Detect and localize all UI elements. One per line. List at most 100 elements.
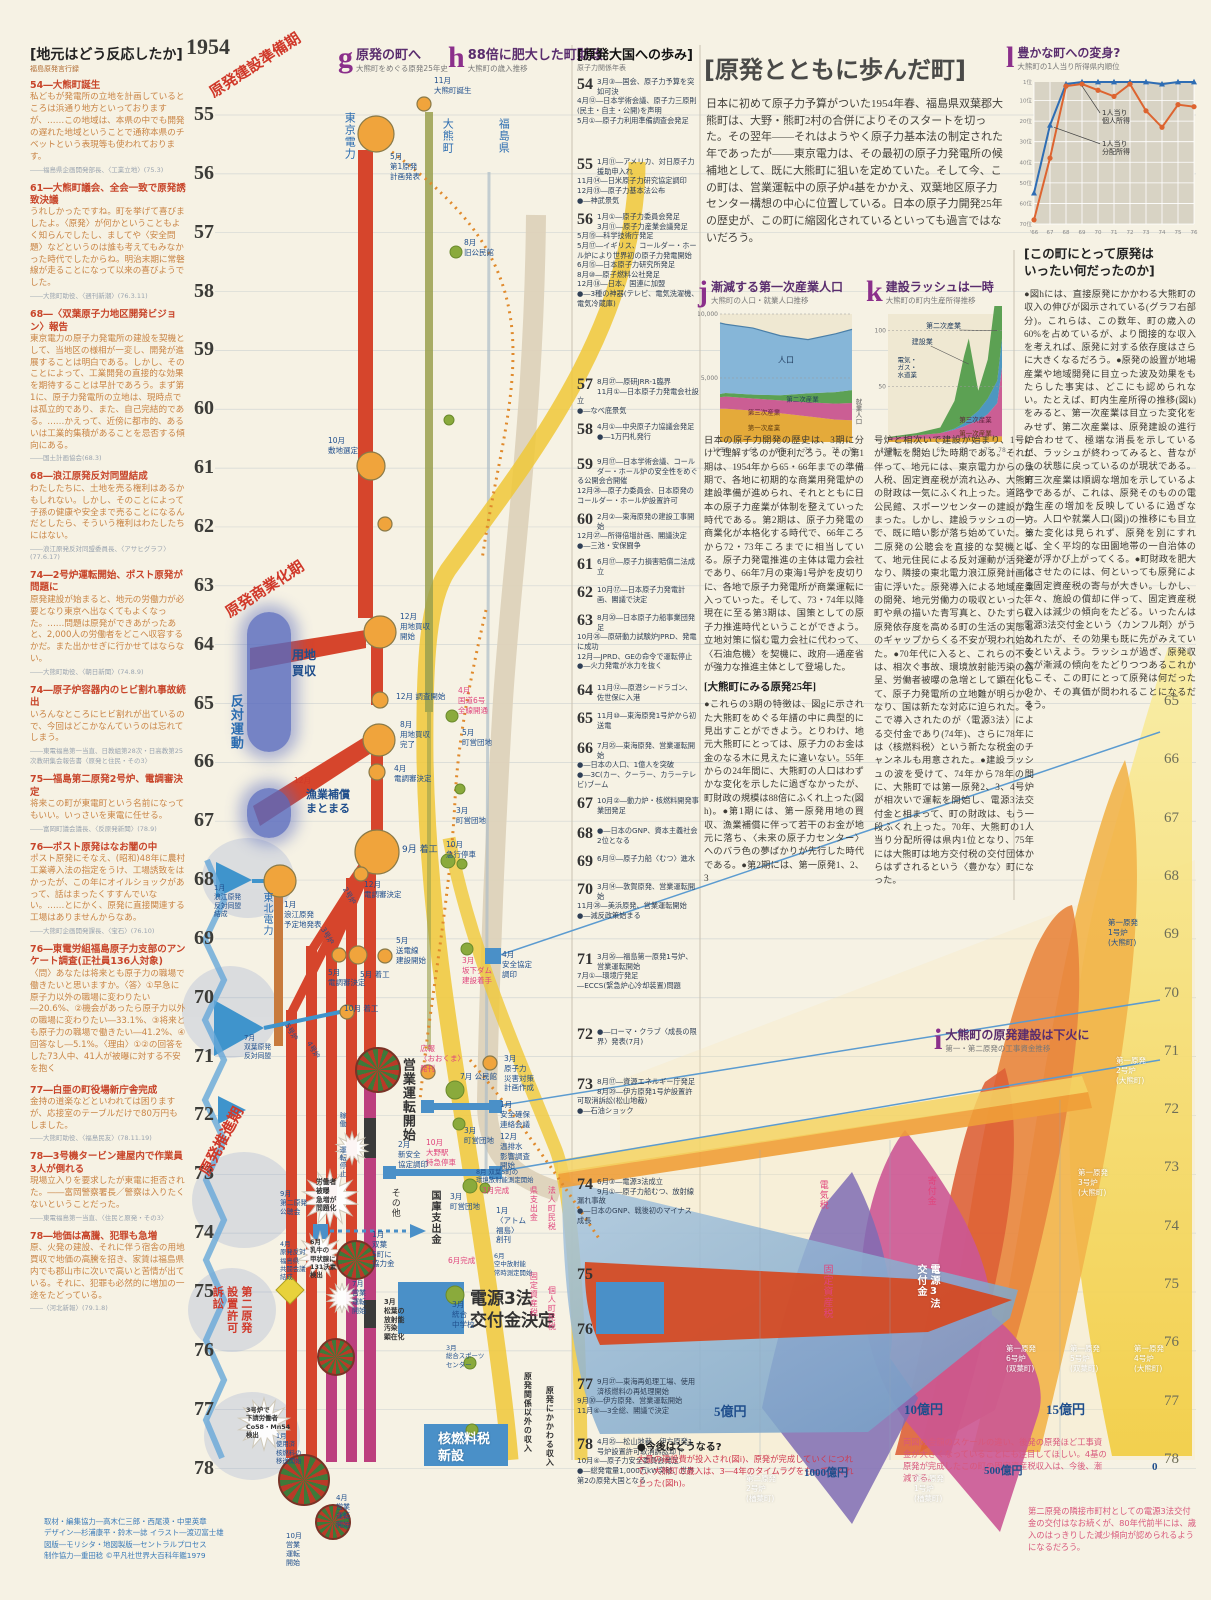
- svg-text:70: 70: [960, 447, 968, 454]
- diagram-annotation: 10月 急行停車: [446, 840, 476, 859]
- diagram-annotation: 福島県: [497, 118, 511, 154]
- diagram-annotation: 11月 大熊町誕生: [434, 76, 472, 95]
- diagram-annotation: 第一原発 6号炉 (双葉町): [1006, 1344, 1036, 1373]
- diagram-annotation: 法人町民税: [547, 1186, 557, 1231]
- quote-source: ――国土計画協会(68.3): [30, 454, 102, 463]
- body-col2-text: 号炉と相次いで建設が始まり、1号炉が運転を開始した時期である。それに伴って、地元…: [874, 435, 1034, 886]
- diagram-annotation: 第二原発 2号炉 (楢葉町): [746, 1474, 776, 1503]
- diagram-annotation: 10億円: [904, 1402, 944, 1417]
- chronology-item: 3月③―国会、原子力予算を突如可決: [597, 77, 695, 96]
- chronology-item: 11月①―日本原子力発電会社設立: [577, 386, 699, 406]
- chronology-years: 54 3月③―国会、原子力予算を突如可決 4月⑫―日本学術会議、原子力三原則(民主・…: [577, 77, 699, 1485]
- svg-text:10位: 10位: [1020, 97, 1033, 105]
- quote-headline: 54―大熊町誕生: [30, 80, 101, 91]
- chronology-year-block: 75: [577, 1267, 699, 1322]
- chronology-year-block: 56 1月①―原子力委員会発足 3月⑪―原子力産業会議発足 5月⑲―科学技術庁発足 5月…: [577, 212, 699, 377]
- svg-text:20位: 20位: [1020, 117, 1033, 125]
- section-h-subtitle: 大熊町の歳入推移: [467, 64, 528, 73]
- chronology-year-number: 65: [577, 710, 593, 727]
- spine-year: 62: [194, 514, 214, 537]
- incident-starbursts: [236, 1130, 370, 1452]
- svg-text:第二次産業: 第二次産業: [786, 395, 819, 404]
- axis-year: 65: [1164, 693, 1179, 709]
- chronology-item: 4月㉕―松山地裁、伊方原発1号炉設置許可取消訴訟却下: [597, 1437, 693, 1456]
- chronology-year-block: 55 1月⑪―アメリカ、対日原子力援助申入れ 11月⑭―日米原子力研究協定調印 12月…: [577, 157, 699, 212]
- diagram-annotation: 7月 営業 運転 開始: [352, 1280, 366, 1316]
- diagram-annotation: 原発関係以外の収入: [523, 1372, 533, 1453]
- diagram-annotation: 1月 使用済 核燃料の 移送開始: [276, 1432, 302, 1465]
- quote-body: 原、火発の建設、それに伴う宿舎の用地買収で地価の高騰を招き、家賃は福島県内でも郡…: [30, 1243, 185, 1301]
- diagram-annotation: 8月 用地買収 完了: [400, 720, 430, 749]
- axis-year: 68: [1164, 867, 1179, 884]
- chart-title: 漸減する第一次産業人口: [711, 280, 844, 294]
- svg-text:78: 78: [848, 447, 856, 454]
- diagram-annotation: 5月 電調審決定: [328, 968, 366, 987]
- section-h-header: h 88倍に肥大した町財政 大熊町の歳入推移: [448, 43, 603, 74]
- svg-text:第一次産業: 第一次産業: [959, 429, 992, 438]
- chart-header: k 建設ラッシュは一時 大熊町の町内生産所得推移: [866, 275, 994, 308]
- svg-text:70位: 70位: [1020, 220, 1033, 228]
- chronology-year-number: 61: [577, 556, 593, 573]
- quote-headline: 78―3号機タービン建屋内で作業員3人が倒れる: [30, 1151, 183, 1175]
- future-note-head: ●今後はどうなる?: [637, 1442, 722, 1453]
- diagram-annotation: 6月 乳牛の 甲状腺に 131沃素 検出: [310, 1238, 337, 1280]
- chronology-year-block: 54 3月③―国会、原子力予算を突如可決 4月⑫―日本学術会議、原子力三原則(民主・…: [577, 77, 699, 157]
- chronology-item: 6月⑮―日本原子力研究所発足: [577, 260, 676, 270]
- chronology-item: 12月⑱―日本、国連に加盟: [577, 279, 666, 289]
- spine-year: 60: [194, 397, 214, 420]
- chronology-item: ●―日本の人口、1億人を突破: [577, 760, 675, 770]
- section-i-subtitle: 第一・第二原発の工事資金推移: [945, 1044, 1051, 1053]
- chronology-item: 11月⑫―原潜シードラゴン、佐世保に入港: [597, 683, 692, 702]
- credit-line: 制作協力―重田稔 ©平凡社世界大百科年鑑1979: [44, 1551, 206, 1561]
- chronology-year-block: 72 ●―ローマ・クラブ〈成長の限界〉発表(7月): [577, 1027, 699, 1077]
- svg-text:5,000: 5,000: [701, 375, 718, 382]
- chronology-item: 8月㉙―伊方原発1号炉設置許可取消訴訟(松山地裁): [577, 1086, 693, 1106]
- diagram-annotation: 5億円: [714, 1404, 747, 1419]
- section-i-header: i 大熊町の原発建設は下火に 第一・第二原発の工事資金推移: [934, 1025, 1089, 1055]
- hearing-diamond: [275, 1275, 305, 1305]
- chronology-item: ●―減反政策始まる: [577, 910, 641, 920]
- chronology-item: 1月⑪―アメリカ、対日原子力援助申入れ: [597, 157, 695, 176]
- scale-note: 両図の金額のスケールの違い、後発の原発ほど工事資金が大きくなっていることにも注目…: [903, 1437, 1107, 1484]
- svg-text:55: 55: [722, 447, 730, 454]
- diagram-annotation: 6月 空中放射能 常時測定開始: [494, 1252, 533, 1277]
- diagram-annotation: 10月 営業 運転 開始: [286, 1532, 302, 1568]
- left-column-subtitle: 福島原発言行録: [30, 65, 79, 73]
- svg-text:65: 65: [936, 447, 944, 454]
- svg-text:50: 50: [878, 383, 886, 390]
- diagram-annotation: 3号炉で 下請労働者 Co58・Mn54 検出: [246, 1406, 291, 1439]
- spine-year: 69: [194, 926, 214, 949]
- spine-year: 67: [194, 809, 214, 832]
- chronology-item: 6月⑫―原子力船〈むつ〉進水: [597, 854, 696, 863]
- svg-text:1954: 1954: [880, 447, 895, 454]
- section-g-title: 原発の町へ: [356, 48, 422, 63]
- right-column-text: ●図hには、直接原発にかかわる大熊町の収入の伸びが図示されている(グラフ右部分)…: [1024, 289, 1196, 710]
- chronology-item: ●―神武景気: [577, 195, 620, 205]
- chart-k-production-income: k 建設ラッシュは一時 大熊町の町内生産所得推移 50 100 1954 55 60 65 70 7…: [866, 275, 1016, 460]
- svg-text:75: 75: [984, 447, 992, 454]
- diagram-annotation: 15億円: [1046, 1402, 1086, 1417]
- spine-year: 66: [194, 750, 214, 773]
- diagram-annotation: 第一原発 1号炉 (大熊町): [1108, 918, 1138, 947]
- chronology-item: ―ECCS(緊急炉心冷却装置)問題: [577, 980, 681, 990]
- spine-year: 70: [194, 985, 214, 1008]
- chronology-item: 12月㉗―所得倍増計画、閣議決定: [577, 531, 687, 541]
- quote-source: ――福島県企画開発部長、〈工業立地〉(75.3): [30, 165, 164, 174]
- chronology-year-number: 72: [577, 1026, 593, 1043]
- chronology-year-number: 73: [577, 1076, 593, 1093]
- quote-entry: 76―ポスト原発はなお闇の中 ポスト原発にそなえ、(昭和)48年に農村工業導入法の…: [30, 842, 186, 936]
- chronology-title: [原発大国への歩み]: [577, 48, 693, 63]
- diagram-annotation: 3月 町営団地: [464, 1126, 494, 1145]
- chronology-year-block: 71 3月㉖―福島第一原発1号炉、営業運転開始 7月①―環境庁発足 ―ECCS(緊急炉…: [577, 952, 699, 1027]
- flow-streams: [558, 648, 1192, 1532]
- spine-year: 76: [194, 1338, 214, 1361]
- svg-text:68: 68: [1063, 230, 1070, 236]
- svg-text:75: 75: [1175, 230, 1182, 236]
- chart-header: l 豊かな町への変身? 大熊町の1人当り所得県内順位: [1006, 41, 1121, 74]
- diagram-annotation: その他: [389, 1188, 400, 1218]
- diagram-annotation: 電源3法 交付金: [915, 1264, 939, 1309]
- intro-paragraph: 日本に初めて原子力予算がついた1954年春、福島県双葉郡大熊町は、大野・熊町2村…: [706, 98, 1003, 244]
- credit-line: 図版―モリシタ・地図製版―セントラルプロセス: [44, 1539, 207, 1549]
